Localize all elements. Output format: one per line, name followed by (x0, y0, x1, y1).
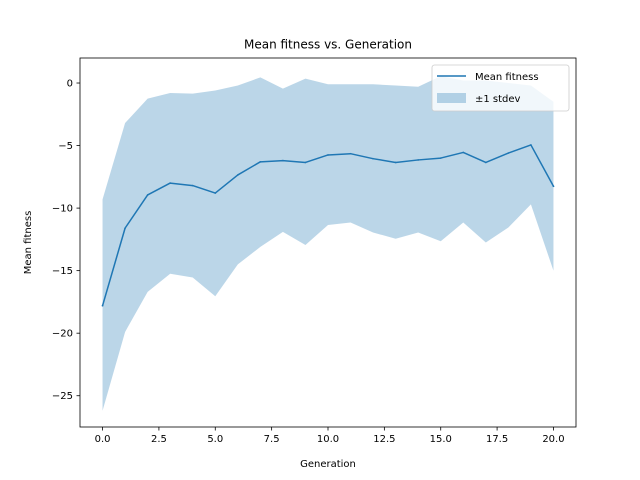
data-point (485, 161, 487, 164)
data-point (372, 157, 374, 160)
data-point (327, 154, 329, 156)
data-point (282, 159, 284, 162)
x-axis-label: Generation (300, 459, 356, 470)
x-tick-label: 17.5 (486, 434, 508, 445)
data-point (214, 192, 217, 194)
series-line-layer (101, 144, 555, 307)
data-point (394, 161, 397, 164)
x-tick-label: 20.0 (542, 434, 564, 445)
data-point (417, 159, 419, 161)
data-point (191, 184, 194, 187)
stdev-band-layer (102, 76, 554, 411)
data-point (552, 185, 555, 188)
y-tick-label: −25 (52, 391, 73, 402)
x-tick-label: 0.0 (95, 434, 111, 445)
x-tick-label: 10.0 (317, 434, 339, 445)
y-axis-ticks: 0 −5 −10 −15 −20 −25 (52, 79, 80, 402)
legend-band-swatch (437, 93, 466, 103)
x-tick-label: 5.0 (207, 434, 223, 445)
legend-label-stdev: ±1 stdev (475, 94, 521, 105)
data-point (507, 152, 510, 154)
legend-box (431, 64, 570, 112)
data-point (146, 194, 149, 196)
y-axis-label: Mean fitness (23, 211, 34, 275)
legend-label-mean-fitness: Mean fitness (475, 72, 539, 83)
x-tick-label: 12.5 (373, 434, 395, 445)
data-point (237, 174, 239, 176)
x-tick-label: 2.5 (151, 434, 167, 445)
y-tick-label: −10 (52, 204, 73, 215)
y-tick-label: −20 (52, 329, 73, 340)
data-point (259, 161, 262, 163)
chart-title: Mean fitness vs. Generation (244, 38, 412, 52)
x-axis-ticks: 0.0 2.5 5.0 7.5 10.0 12.5 15.0 17.5 20.0 (95, 427, 565, 445)
data-point (101, 304, 104, 307)
data-point (304, 161, 307, 164)
x-tick-label: 7.5 (264, 434, 280, 445)
data-point (462, 151, 465, 154)
x-tick-label: 15.0 (430, 434, 452, 445)
data-point (349, 152, 352, 155)
legend: Mean fitness ±1 stdev (431, 64, 570, 112)
data-point (439, 157, 442, 159)
data-point (124, 227, 126, 229)
data-point (169, 182, 171, 184)
y-tick-label: 0 (67, 79, 73, 90)
y-tick-label: −5 (58, 141, 73, 152)
y-tick-label: −15 (52, 266, 73, 277)
data-point (530, 144, 532, 146)
stdev-band (102, 76, 554, 411)
